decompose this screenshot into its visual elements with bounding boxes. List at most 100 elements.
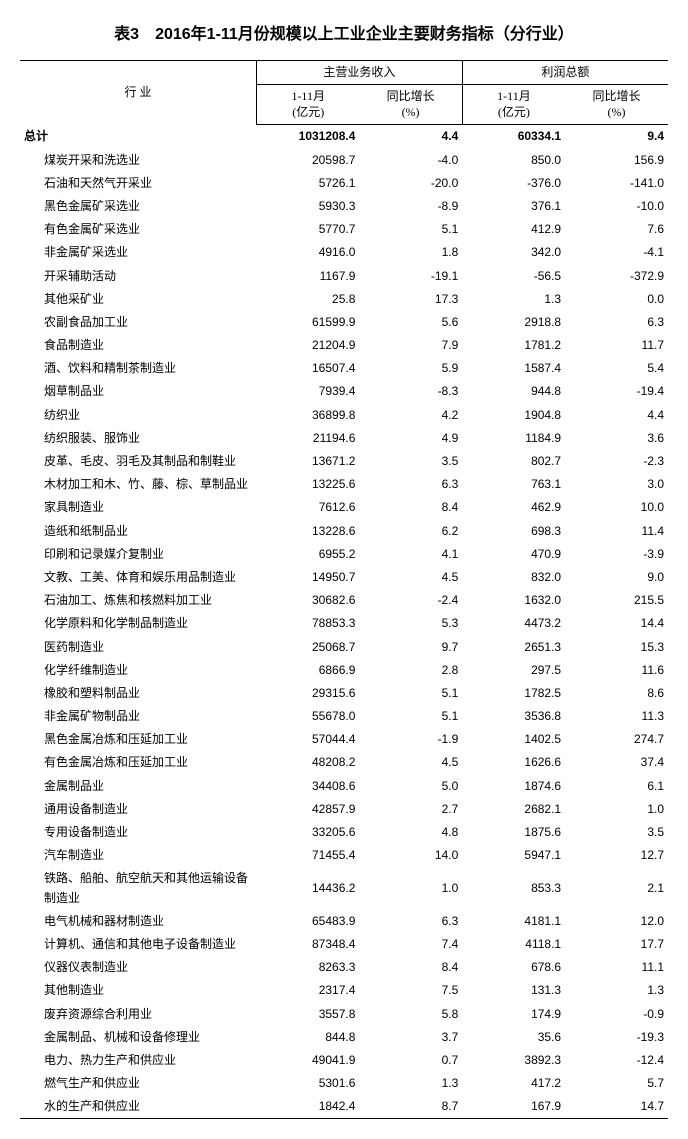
cell-revenue: 16507.4 bbox=[257, 357, 360, 380]
table-row: 农副食品加工业61599.95.62918.86.3 bbox=[20, 311, 668, 334]
cell-profit: 802.7 bbox=[462, 450, 565, 473]
table-row: 烟草制品业7939.4-8.3944.8-19.4 bbox=[20, 380, 668, 403]
cell-revenue: 7939.4 bbox=[257, 380, 360, 403]
cell-revenue-growth: 5.3 bbox=[359, 612, 462, 635]
cell-revenue: 21194.6 bbox=[257, 427, 360, 450]
cell-profit: 167.9 bbox=[462, 1095, 565, 1119]
row-label: 电力、热力生产和供应业 bbox=[20, 1049, 257, 1072]
cell-revenue-growth: 6.3 bbox=[359, 910, 462, 933]
table-row: 橡胶和塑料制品业29315.65.11782.58.6 bbox=[20, 682, 668, 705]
cell-revenue-growth: 8.7 bbox=[359, 1095, 462, 1119]
cell-revenue-growth: -8.9 bbox=[359, 195, 462, 218]
cell-revenue: 25068.7 bbox=[257, 636, 360, 659]
cell-profit: 3892.3 bbox=[462, 1049, 565, 1072]
cell-revenue-growth: 1.3 bbox=[359, 1072, 462, 1095]
row-label: 造纸和纸制品业 bbox=[20, 520, 257, 543]
cell-profit-growth: 5.7 bbox=[565, 1072, 668, 1095]
cell-profit: 1587.4 bbox=[462, 357, 565, 380]
row-label: 农副食品加工业 bbox=[20, 311, 257, 334]
cell-profit: 1.3 bbox=[462, 288, 565, 311]
cell-revenue: 6866.9 bbox=[257, 659, 360, 682]
cell-profit: 1874.6 bbox=[462, 775, 565, 798]
cell-revenue: 1842.4 bbox=[257, 1095, 360, 1119]
cell-revenue: 13228.6 bbox=[257, 520, 360, 543]
cell-revenue-growth: 3.7 bbox=[359, 1026, 462, 1049]
table-row: 燃气生产和供应业5301.61.3417.25.7 bbox=[20, 1072, 668, 1095]
cell-profit: 1782.5 bbox=[462, 682, 565, 705]
table-row: 石油和天然气开采业5726.1-20.0-376.0-141.0 bbox=[20, 172, 668, 195]
cell-revenue: 5301.6 bbox=[257, 1072, 360, 1095]
cell-revenue: 36899.8 bbox=[257, 404, 360, 427]
cell-profit-growth: 274.7 bbox=[565, 728, 668, 751]
table-row: 金属制品业34408.65.01874.66.1 bbox=[20, 775, 668, 798]
table-row: 印刷和记录媒介复制业6955.24.1470.9-3.9 bbox=[20, 543, 668, 566]
cell-revenue: 20598.7 bbox=[257, 149, 360, 172]
cell-revenue-growth: 3.5 bbox=[359, 450, 462, 473]
cell-revenue: 1167.9 bbox=[257, 265, 360, 288]
row-label: 废弃资源综合利用业 bbox=[20, 1003, 257, 1026]
cell-profit: 412.9 bbox=[462, 218, 565, 241]
cell-revenue-growth: 2.8 bbox=[359, 659, 462, 682]
cell-revenue: 49041.9 bbox=[257, 1049, 360, 1072]
row-label: 纺织服装、服饰业 bbox=[20, 427, 257, 450]
cell-revenue-growth: -20.0 bbox=[359, 172, 462, 195]
cell-revenue-growth: 4.2 bbox=[359, 404, 462, 427]
row-label: 印刷和记录媒介复制业 bbox=[20, 543, 257, 566]
cell-profit: 2918.8 bbox=[462, 311, 565, 334]
cell-profit: 944.8 bbox=[462, 380, 565, 403]
cell-revenue: 1031208.4 bbox=[257, 125, 360, 149]
row-label: 计算机、通信和其他电子设备制造业 bbox=[20, 933, 257, 956]
cell-revenue-growth: 8.4 bbox=[359, 956, 462, 979]
cell-profit-growth: 9.4 bbox=[565, 125, 668, 149]
table-row: 木材加工和木、竹、藤、棕、草制品业13225.66.3763.13.0 bbox=[20, 473, 668, 496]
cell-profit-growth: 14.4 bbox=[565, 612, 668, 635]
cell-profit-growth: 6.1 bbox=[565, 775, 668, 798]
cell-revenue-growth: 1.0 bbox=[359, 867, 462, 909]
cell-revenue-growth: 7.9 bbox=[359, 334, 462, 357]
cell-profit-growth: -19.3 bbox=[565, 1026, 668, 1049]
cell-profit-growth: 11.7 bbox=[565, 334, 668, 357]
cell-profit: 4473.2 bbox=[462, 612, 565, 635]
col-profit-period: 1-11月(亿元) bbox=[462, 85, 565, 125]
cell-revenue: 21204.9 bbox=[257, 334, 360, 357]
table-row: 专用设备制造业33205.64.81875.63.5 bbox=[20, 821, 668, 844]
cell-profit-growth: 17.7 bbox=[565, 933, 668, 956]
table-row: 黑色金属矿采选业5930.3-8.9376.1-10.0 bbox=[20, 195, 668, 218]
row-label: 仪器仪表制造业 bbox=[20, 956, 257, 979]
row-label: 有色金属冶炼和压延加工业 bbox=[20, 751, 257, 774]
total-row: 总计1031208.44.460334.19.4 bbox=[20, 125, 668, 149]
table-row: 非金属矿采选业4916.01.8342.0-4.1 bbox=[20, 241, 668, 264]
cell-revenue: 61599.9 bbox=[257, 311, 360, 334]
row-label: 皮革、毛皮、羽毛及其制品和制鞋业 bbox=[20, 450, 257, 473]
cell-revenue: 29315.6 bbox=[257, 682, 360, 705]
cell-revenue-growth: 4.1 bbox=[359, 543, 462, 566]
cell-profit: 5947.1 bbox=[462, 844, 565, 867]
cell-profit: 376.1 bbox=[462, 195, 565, 218]
cell-revenue-growth: 9.7 bbox=[359, 636, 462, 659]
cell-revenue-growth: 4.9 bbox=[359, 427, 462, 450]
cell-profit-growth: 4.4 bbox=[565, 404, 668, 427]
cell-profit: 131.3 bbox=[462, 979, 565, 1002]
cell-revenue: 5726.1 bbox=[257, 172, 360, 195]
cell-profit: 35.6 bbox=[462, 1026, 565, 1049]
cell-profit: 1632.0 bbox=[462, 589, 565, 612]
cell-profit-growth: 12.0 bbox=[565, 910, 668, 933]
table-row: 金属制品、机械和设备修理业844.83.735.6-19.3 bbox=[20, 1026, 668, 1049]
cell-profit: 470.9 bbox=[462, 543, 565, 566]
cell-revenue: 13225.6 bbox=[257, 473, 360, 496]
cell-profit: 462.9 bbox=[462, 496, 565, 519]
cell-revenue: 42857.9 bbox=[257, 798, 360, 821]
cell-revenue-growth: -1.9 bbox=[359, 728, 462, 751]
cell-profit-growth: 5.4 bbox=[565, 357, 668, 380]
cell-revenue: 14950.7 bbox=[257, 566, 360, 589]
table-row: 通用设备制造业42857.92.72682.11.0 bbox=[20, 798, 668, 821]
table-row: 开采辅助活动1167.9-19.1-56.5-372.9 bbox=[20, 265, 668, 288]
cell-revenue: 33205.6 bbox=[257, 821, 360, 844]
cell-profit-growth: 9.0 bbox=[565, 566, 668, 589]
cell-profit-growth: 37.4 bbox=[565, 751, 668, 774]
cell-revenue: 14436.2 bbox=[257, 867, 360, 909]
cell-profit-growth: 10.0 bbox=[565, 496, 668, 519]
row-label: 家具制造业 bbox=[20, 496, 257, 519]
cell-profit-growth: -4.1 bbox=[565, 241, 668, 264]
row-label: 黑色金属冶炼和压延加工业 bbox=[20, 728, 257, 751]
